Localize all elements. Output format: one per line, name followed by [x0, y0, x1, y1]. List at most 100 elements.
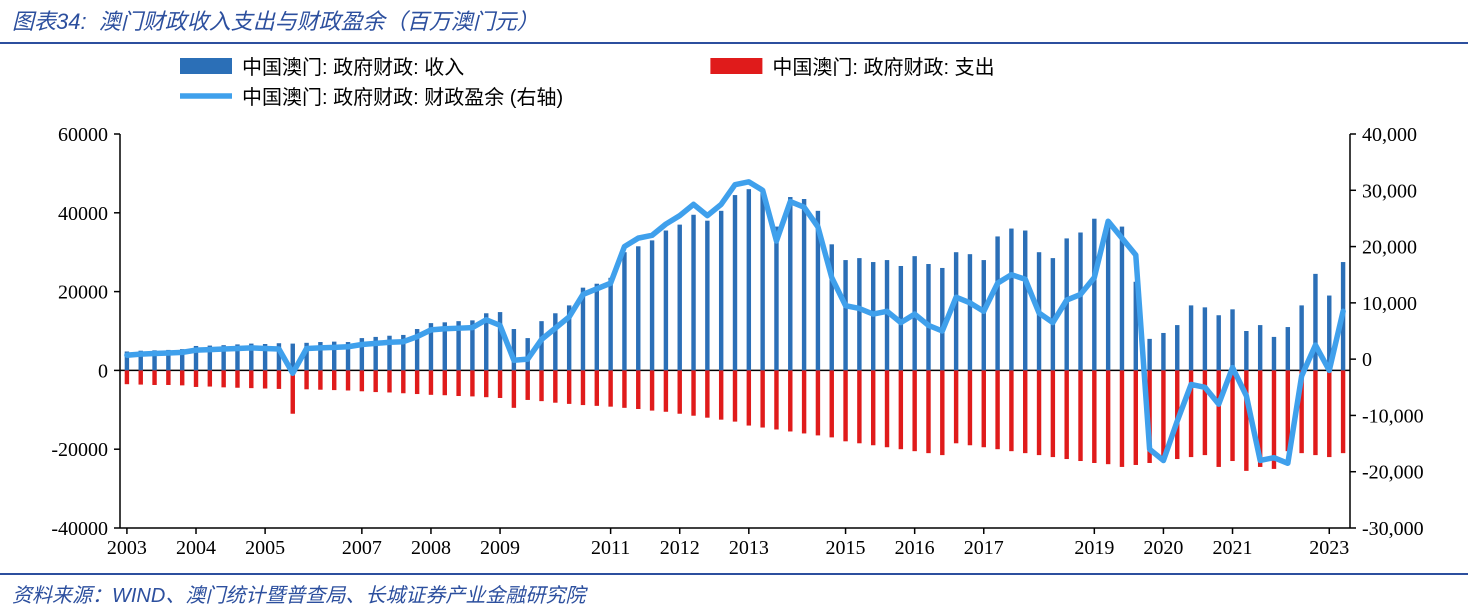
ytick-right: 0 [1362, 349, 1372, 371]
xtick: 2007 [342, 537, 382, 559]
xtick: 2016 [895, 537, 935, 559]
expenditure-bar [760, 370, 764, 427]
expenditure-bar [1106, 370, 1110, 464]
expenditure-bar [747, 370, 751, 425]
expenditure-bar [1244, 370, 1248, 470]
revenue-bar [968, 254, 972, 370]
revenue-bar [1175, 325, 1179, 370]
expenditure-bar [1064, 370, 1068, 459]
expenditure-bar [1134, 370, 1138, 465]
expenditure-bar [1037, 370, 1041, 455]
title-text: 澳门财政收入支出与财政盈余（百万澳门元） [99, 9, 539, 34]
expenditure-bar [705, 370, 709, 417]
ytick-left: -20000 [51, 439, 108, 461]
revenue-bar [595, 284, 599, 371]
expenditure-bar [1272, 370, 1276, 469]
expenditure-bar [373, 370, 377, 392]
expenditure-bar [636, 370, 640, 409]
expenditure-bar [802, 370, 806, 433]
legend-swatch-revenue [180, 58, 232, 74]
ytick-right: 30,000 [1362, 180, 1417, 202]
expenditure-bar [443, 370, 447, 395]
revenue-bar [1244, 331, 1248, 370]
expenditure-bar [885, 370, 889, 447]
revenue-bar [733, 195, 737, 370]
revenue-bar [857, 258, 861, 370]
revenue-bar [1023, 231, 1027, 371]
expenditure-bar [1051, 370, 1055, 457]
revenue-bar [719, 211, 723, 371]
revenue-bar [1216, 315, 1220, 370]
expenditure-bar [1341, 370, 1345, 453]
chart-footer-bar: 资料来源：WIND、澳门统计暨普查局、长城证券产业金融研究院 [0, 573, 1468, 612]
xtick: 2011 [591, 537, 630, 559]
revenue-bar [498, 312, 502, 370]
revenue-bar [678, 225, 682, 371]
xtick: 2009 [480, 537, 520, 559]
revenue-bar [1161, 333, 1165, 370]
legend-label-surplus: 中国澳门: 政府财政: 财政盈余 (右轴) [242, 86, 563, 109]
ytick-right: -10,000 [1362, 405, 1424, 427]
revenue-bar [995, 236, 999, 370]
expenditure-bar [664, 370, 668, 411]
ytick-left: 40000 [58, 203, 108, 225]
expenditure-bar [622, 370, 626, 407]
revenue-bar [553, 313, 557, 370]
expenditure-bar [899, 370, 903, 449]
expenditure-bar [830, 370, 834, 437]
expenditure-bar [332, 370, 336, 390]
expenditure-bar [208, 370, 212, 386]
ytick-right: 20,000 [1362, 237, 1417, 259]
revenue-bar [760, 191, 764, 370]
expenditure-bar [1023, 370, 1027, 453]
expenditure-bar [553, 370, 557, 402]
revenue-bar [1299, 305, 1303, 370]
xtick: 2017 [964, 537, 1004, 559]
expenditure-bar [387, 370, 391, 392]
expenditure-bar [595, 370, 599, 405]
expenditure-bar [982, 370, 986, 447]
expenditure-bar [857, 370, 861, 443]
revenue-bar [747, 189, 751, 370]
xtick: 2003 [107, 537, 147, 559]
revenue-bar [1286, 327, 1290, 370]
revenue-bar [1203, 307, 1207, 370]
expenditure-bar [691, 370, 695, 415]
revenue-bar [1051, 258, 1055, 370]
xtick: 2004 [176, 537, 216, 559]
legend-swatch-expenditure [710, 58, 762, 74]
ytick-right: -20,000 [1362, 462, 1424, 484]
expenditure-bar [194, 370, 198, 387]
expenditure-bar [788, 370, 792, 431]
expenditure-bar [1092, 370, 1096, 463]
expenditure-bar [512, 370, 516, 407]
expenditure-bar [968, 370, 972, 445]
expenditure-bar [304, 370, 308, 389]
expenditure-bar [567, 370, 571, 403]
xtick: 2013 [729, 537, 769, 559]
expenditure-bar [608, 370, 612, 406]
expenditure-bar [816, 370, 820, 435]
revenue-bar [1230, 309, 1234, 370]
expenditure-bar [1120, 370, 1124, 467]
expenditure-bar [360, 370, 364, 391]
expenditure-bar [926, 370, 930, 453]
expenditure-bar [940, 370, 944, 455]
expenditure-bar [1230, 370, 1234, 461]
expenditure-bar [180, 370, 184, 385]
legend: 中国澳门: 政府财政: 收入中国澳门: 政府财政: 支出中国澳门: 政府财政: … [180, 56, 995, 109]
chart-area: -40000-200000200004000060000-30,000-20,0… [0, 44, 1468, 574]
expenditure-bar [1161, 370, 1165, 461]
revenue-bar [622, 252, 626, 370]
expenditure-bar [871, 370, 875, 445]
expenditure-bar [470, 370, 474, 396]
expenditure-bar [235, 370, 239, 387]
footer-sources: WIND、澳门统计暨普查局、长城证券产业金融研究院 [112, 585, 585, 607]
revenue-bar [788, 197, 792, 370]
revenue-bar [691, 215, 695, 371]
revenue-bar [636, 246, 640, 370]
revenue-bar [1120, 227, 1124, 371]
expenditure-bar [429, 370, 433, 394]
expenditure-bar [249, 370, 253, 388]
expenditure-bar [719, 370, 723, 419]
